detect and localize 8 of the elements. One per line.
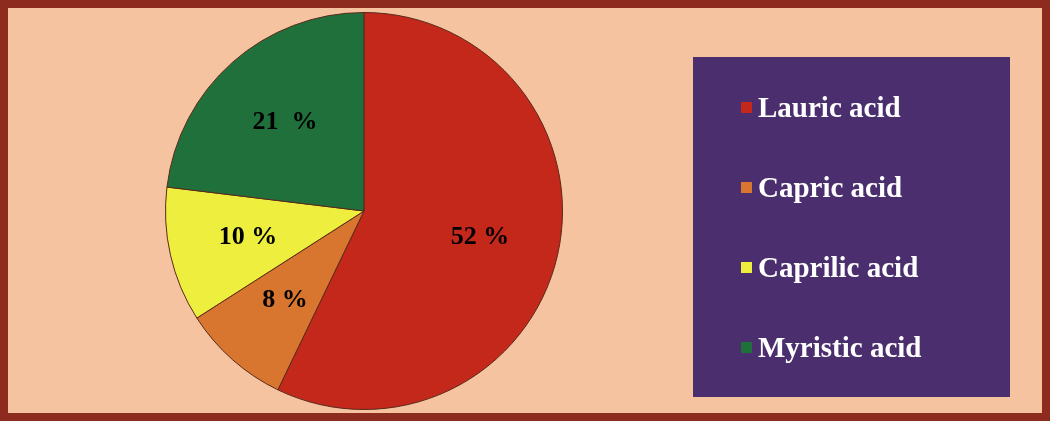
data-label: 10 % — [218, 221, 278, 251]
legend-label: Caprilic acid — [758, 250, 919, 284]
legend-label: Lauric acid — [758, 90, 901, 124]
data-label: 21 % — [252, 105, 318, 135]
legend-label: Myristic acid — [758, 330, 922, 364]
data-label: 52 % — [450, 221, 510, 251]
data-label: 8 % — [262, 283, 308, 313]
legend-label: Capric acid — [758, 170, 903, 204]
